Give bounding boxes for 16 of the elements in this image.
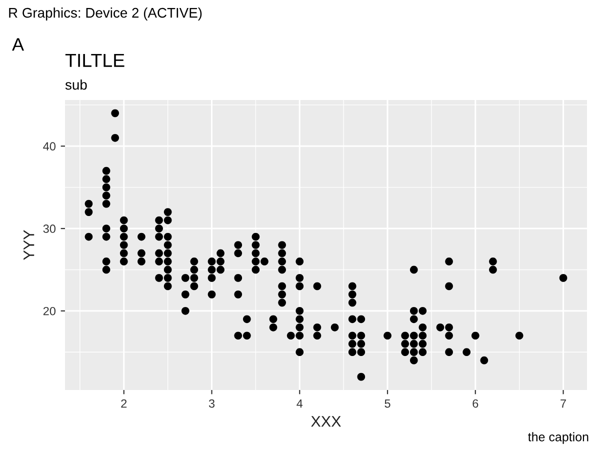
x-tick-label: 7 bbox=[560, 399, 566, 408]
y-tick-label: 40 bbox=[43, 142, 56, 151]
chart-title: TILTLE bbox=[65, 54, 124, 67]
y-tick-label: 20 bbox=[43, 306, 56, 316]
x-tick-label: 3 bbox=[208, 399, 215, 408]
x-tick-label: 2 bbox=[121, 399, 127, 408]
chart-subtitle: sub bbox=[65, 80, 87, 90]
text: R Graphics: Device 2 (ACTIVE) bbox=[9, 8, 202, 20]
x-tick-label: 6 bbox=[472, 399, 478, 408]
y-tick-label: 30 bbox=[43, 224, 56, 233]
text: the caption bbox=[528, 432, 588, 444]
text: A bbox=[12, 38, 24, 51]
x-tick-label: 5 bbox=[384, 399, 390, 408]
x-tick-label: 4 bbox=[296, 399, 303, 408]
y-axis-title: YYY bbox=[24, 230, 34, 260]
x-axis-title: XXX bbox=[311, 416, 341, 427]
